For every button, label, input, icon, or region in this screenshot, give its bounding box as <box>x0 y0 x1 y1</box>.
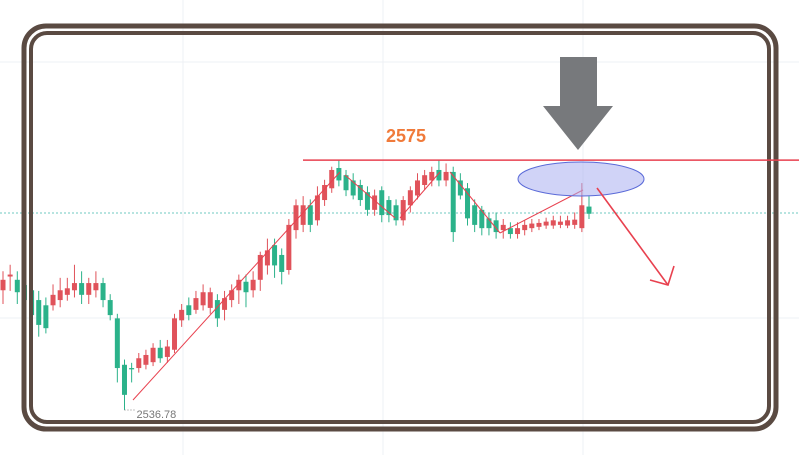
candle-body <box>150 347 156 363</box>
trend-line <box>499 189 584 234</box>
candle-body <box>0 279 6 291</box>
candle-body <box>93 283 99 291</box>
forecast-arrow <box>596 187 675 286</box>
candle-body <box>293 205 299 231</box>
candle-body <box>314 195 320 221</box>
candle-body <box>329 169 335 189</box>
down-arrow <box>543 57 613 150</box>
candle-body <box>550 220 556 226</box>
candle-body <box>229 290 235 301</box>
candle-body <box>400 200 406 221</box>
candle-body <box>407 190 413 206</box>
candle-body <box>7 274 13 277</box>
candle-body <box>279 254 285 272</box>
candle-body <box>372 195 378 210</box>
candle-body <box>71 283 77 291</box>
candle-body <box>465 188 471 219</box>
candle-body <box>36 300 42 325</box>
candle-body <box>114 318 120 369</box>
candle-body <box>493 220 499 233</box>
inner-frame <box>29 31 771 424</box>
trend-line <box>132 171 341 401</box>
candle-body <box>300 205 306 225</box>
candle-body <box>443 171 449 181</box>
candle-body <box>243 281 249 293</box>
candle-body <box>557 221 563 225</box>
candle-body <box>143 354 149 365</box>
candle-body <box>436 169 442 181</box>
candle-body <box>529 223 535 229</box>
candle-body <box>107 300 113 316</box>
level-label: 2575 <box>386 126 426 146</box>
candle-body <box>136 358 142 369</box>
candle-body <box>565 220 571 226</box>
candle-body <box>172 318 178 350</box>
candle-body <box>515 228 521 235</box>
candle-body <box>43 305 49 329</box>
trend-line <box>399 171 441 219</box>
candle-body <box>236 279 242 291</box>
candle-body <box>200 292 206 306</box>
candle-body <box>572 219 578 225</box>
candle-body <box>500 224 506 231</box>
candle-body <box>157 347 163 359</box>
candle-body <box>186 305 192 316</box>
candle-body <box>129 368 135 370</box>
candle-body <box>272 245 278 266</box>
candle-body <box>579 205 585 229</box>
candle-body <box>450 171 456 233</box>
candle-body <box>257 254 263 280</box>
low-label: 2536.78 <box>136 409 176 421</box>
candle-body <box>357 185 363 201</box>
candle-body <box>393 205 399 221</box>
candle-body <box>543 221 549 226</box>
candle-body <box>322 185 328 201</box>
candle-body <box>264 250 270 266</box>
outer-frame <box>21 23 779 432</box>
candle-body <box>86 283 92 295</box>
candle-body <box>50 294 56 306</box>
candle-body <box>479 209 485 229</box>
candle-body <box>586 206 592 214</box>
candle-body <box>350 180 356 196</box>
candle-body <box>429 171 435 181</box>
candle-body <box>379 190 385 216</box>
candle-body <box>486 218 492 229</box>
candle-body <box>193 298 199 310</box>
candle-body <box>307 205 313 225</box>
candle-body <box>214 300 220 319</box>
candle-body <box>121 364 127 395</box>
candle-body <box>386 200 392 216</box>
candle-body <box>343 175 349 191</box>
candle-body <box>364 192 370 210</box>
candle-body <box>507 228 513 235</box>
trend-line <box>449 171 501 234</box>
candle-body <box>222 298 228 310</box>
candle-body <box>100 283 106 301</box>
candle-body <box>286 224 292 270</box>
candle-body <box>414 180 420 196</box>
candle-body <box>14 279 20 293</box>
candle-body <box>536 222 542 227</box>
arrow-shaft <box>596 187 669 286</box>
arrow-head <box>649 265 675 286</box>
candle-body <box>422 175 428 186</box>
candle-body <box>179 309 185 321</box>
candle-body <box>457 180 463 196</box>
candle-body <box>207 292 213 308</box>
candle-body <box>250 279 256 291</box>
candle-body <box>57 290 63 301</box>
candles <box>0 160 592 411</box>
highlight-ellipse <box>517 161 645 197</box>
candle-body <box>522 224 528 231</box>
candle-body <box>64 288 70 295</box>
candle-body <box>336 168 342 181</box>
candle-body <box>164 346 170 357</box>
candle-body <box>472 205 478 225</box>
trend-lines <box>132 171 584 401</box>
trend-line <box>344 174 396 219</box>
candle-body <box>79 283 85 295</box>
